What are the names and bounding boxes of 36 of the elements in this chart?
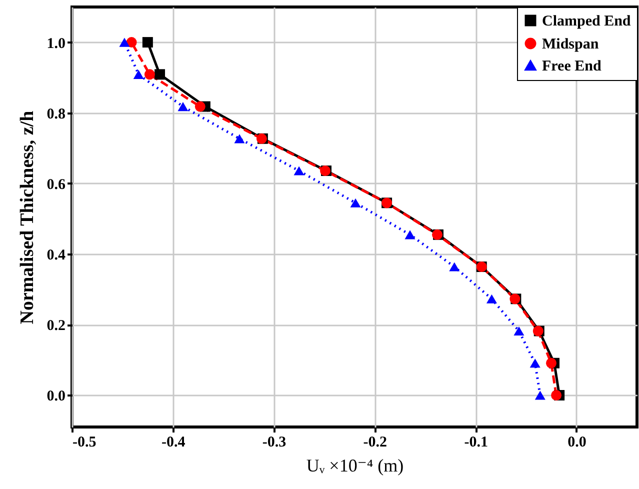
x-tick-label: -0.1	[464, 434, 488, 450]
x-tick-label: -0.3	[262, 434, 286, 450]
point	[294, 166, 304, 176]
y-tick-label: 0.8	[46, 106, 66, 122]
point	[178, 102, 188, 112]
point	[133, 70, 144, 79]
legend-label: Free End	[542, 58, 602, 74]
point	[534, 390, 546, 400]
legend-label: Midspan	[542, 36, 600, 52]
x-tick-label: -0.2	[363, 434, 388, 450]
y-tick-label: 0.4	[46, 248, 66, 264]
point	[234, 134, 245, 144]
point	[546, 358, 556, 368]
y-axis-title: Normalised Thickness, z/h	[16, 110, 38, 324]
point	[126, 37, 137, 48]
point	[486, 294, 497, 304]
point	[514, 326, 524, 336]
x-tick-label: 0.0	[568, 434, 586, 450]
point	[350, 198, 361, 208]
point	[154, 69, 166, 80]
x-axis-title: Uᵥ ×10⁻⁴ (m)	[306, 456, 404, 476]
point	[530, 358, 540, 368]
y-tick-label: 0.6	[46, 176, 66, 193]
y-tick-label: 1.0	[46, 36, 66, 52]
y-tick-label: 0.2	[46, 318, 66, 334]
x-tick-label: -0.5	[72, 434, 96, 450]
y-tick-label: 0.0	[46, 388, 66, 405]
legend-label: Clamped End	[542, 14, 632, 30]
point	[551, 390, 562, 400]
point	[142, 37, 153, 48]
point	[119, 38, 130, 47]
point	[404, 230, 416, 240]
point	[449, 262, 460, 272]
point	[194, 101, 206, 112]
point	[144, 69, 155, 80]
x-tick-label: -0.4	[162, 434, 186, 450]
